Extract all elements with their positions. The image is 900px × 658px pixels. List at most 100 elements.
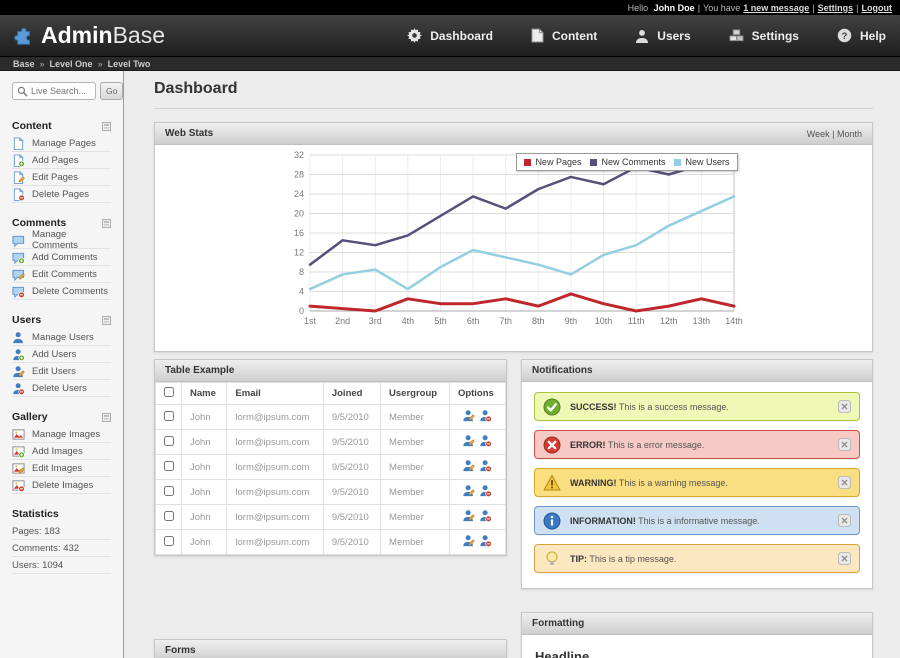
sidebar-item-manage-comments[interactable]: Manage Comments bbox=[12, 229, 111, 251]
week-link[interactable]: Week bbox=[806, 128, 830, 139]
breadcrumb-separator: » bbox=[97, 58, 103, 69]
topbar: Hello John Doe | You have 1 new message … bbox=[0, 0, 900, 15]
user-delete-icon[interactable] bbox=[479, 509, 493, 523]
row-checkbox[interactable] bbox=[163, 410, 174, 421]
you-have-text: You have bbox=[703, 2, 741, 13]
item-label: Add Comments bbox=[32, 251, 98, 263]
main-content: Dashboard Web Stats Week | Month 1st 2nd 3… bbox=[124, 71, 900, 658]
user-delete-icon[interactable] bbox=[479, 434, 493, 448]
sidebar-item-delete-users[interactable]: Delete Users bbox=[12, 380, 111, 397]
user-delete-icon[interactable] bbox=[479, 409, 493, 423]
user-delete-icon[interactable] bbox=[479, 534, 493, 548]
svg-text:12: 12 bbox=[293, 248, 303, 258]
sidebar-section-statistics: Statistics Pages: 183 Comments: 432 User… bbox=[0, 505, 123, 574]
nav-dashboard[interactable]: Dashboard bbox=[407, 28, 493, 43]
user-edit-icon[interactable] bbox=[462, 484, 476, 497]
sidebar-item-delete-images[interactable]: Delete Images bbox=[12, 477, 111, 494]
section-title: Gallery bbox=[12, 411, 48, 423]
logo-text-bold: Admin bbox=[41, 22, 113, 48]
nav-settings[interactable]: Settings bbox=[729, 29, 799, 43]
item-label: Add Users bbox=[32, 348, 77, 360]
svg-text:32: 32 bbox=[293, 150, 303, 160]
select-all-checkbox[interactable] bbox=[163, 387, 174, 397]
close-icon[interactable] bbox=[838, 400, 851, 413]
row-checkbox[interactable] bbox=[163, 535, 174, 546]
svg-text:3rd: 3rd bbox=[368, 316, 381, 326]
sidebar-item-add-images[interactable]: Add Images bbox=[12, 443, 111, 460]
month-link[interactable]: Month bbox=[836, 128, 862, 139]
close-icon[interactable] bbox=[838, 514, 851, 527]
user-delete-icon[interactable] bbox=[479, 484, 493, 498]
search-input[interactable] bbox=[31, 86, 91, 96]
row-checkbox[interactable] bbox=[163, 485, 174, 496]
cell-name: John bbox=[180, 479, 228, 505]
notifications-title: Notifications bbox=[532, 365, 593, 376]
col-email: Email bbox=[226, 382, 324, 405]
user-edit-icon[interactable] bbox=[462, 434, 476, 447]
sidebar-item-delete-comments[interactable]: Delete Comments bbox=[12, 283, 111, 300]
user-edit-icon[interactable] bbox=[462, 509, 476, 522]
widget-icon[interactable] bbox=[102, 121, 111, 131]
cell-name: John bbox=[180, 404, 228, 430]
sidebar-item-edit-images[interactable]: Edit Images bbox=[12, 460, 111, 477]
cell-email: lorm@ipsum.com bbox=[226, 404, 324, 430]
close-icon[interactable] bbox=[838, 476, 851, 489]
row-checkbox[interactable] bbox=[163, 435, 174, 446]
row-checkbox[interactable] bbox=[163, 460, 174, 471]
svg-text:14th: 14th bbox=[725, 316, 743, 326]
sidebar-item-edit-users[interactable]: Edit Users bbox=[12, 363, 111, 380]
sidebar-item-edit-pages[interactable]: Edit Pages bbox=[12, 169, 111, 186]
link-separator: | bbox=[832, 128, 835, 139]
table-row: John lorm@ipsum.com 9/5/2010 Member bbox=[155, 429, 507, 455]
cell-usergroup: Member bbox=[380, 454, 450, 480]
search-go-button[interactable]: Go bbox=[100, 82, 124, 100]
nav-content[interactable]: Content bbox=[531, 28, 597, 43]
nav-help[interactable]: ? Help bbox=[837, 28, 886, 43]
page-title: Dashboard bbox=[154, 80, 873, 109]
logout-link[interactable]: Logout bbox=[861, 2, 893, 13]
lightbulb-icon bbox=[543, 550, 561, 568]
alert-text: This is a tip message. bbox=[589, 553, 677, 564]
cell-joined: 9/5/2010 bbox=[322, 479, 382, 505]
cell-email: lorm@ipsum.com bbox=[226, 429, 324, 455]
nav-users[interactable]: Users bbox=[635, 29, 691, 43]
chart-legend: New Pages New Comments New Users bbox=[516, 153, 738, 171]
breadcrumb-level-one[interactable]: Level One bbox=[49, 58, 93, 69]
widget-icon[interactable] bbox=[102, 412, 111, 422]
svg-text:1st: 1st bbox=[303, 316, 316, 326]
svg-text:7th: 7th bbox=[499, 316, 512, 326]
sidebar-item-add-pages[interactable]: Add Pages bbox=[12, 152, 111, 169]
widget-icon[interactable] bbox=[102, 315, 111, 325]
alert-label: SUCCESS! bbox=[570, 401, 617, 412]
user-delete-icon[interactable] bbox=[479, 459, 493, 473]
widget-icon[interactable] bbox=[102, 218, 111, 228]
main-nav: Dashboard Content Users Settings ? Help bbox=[369, 28, 886, 43]
sidebar-item-delete-pages[interactable]: Delete Pages bbox=[12, 186, 111, 203]
sidebar-item-manage-pages[interactable]: Manage Pages bbox=[12, 135, 111, 152]
alert-label: WARNING! bbox=[570, 477, 617, 488]
settings-link[interactable]: Settings bbox=[817, 2, 854, 13]
col-joined: Joined bbox=[322, 382, 382, 405]
example-table: Name Email Joined Usergroup Options John… bbox=[155, 382, 507, 555]
close-icon[interactable] bbox=[838, 552, 851, 565]
close-icon[interactable] bbox=[838, 438, 851, 451]
sidebar-item-manage-images[interactable]: Manage Images bbox=[12, 426, 111, 443]
alert-error: ERROR! This is a error message. bbox=[534, 430, 860, 459]
sidebar-item-add-comments[interactable]: Add Comments bbox=[12, 249, 111, 266]
user-edit-icon[interactable] bbox=[462, 409, 476, 422]
page-delete-icon bbox=[12, 187, 25, 201]
user-edit-icon[interactable] bbox=[462, 459, 476, 472]
sidebar-item-edit-comments[interactable]: Edit Comments bbox=[12, 266, 111, 283]
info-circle-icon bbox=[543, 512, 561, 530]
legend-new-users: New Users bbox=[674, 157, 730, 167]
user-edit-icon[interactable] bbox=[462, 534, 476, 547]
sidebar-item-add-users[interactable]: Add Users bbox=[12, 346, 111, 363]
item-label: Delete Pages bbox=[32, 188, 90, 200]
row-checkbox[interactable] bbox=[163, 510, 174, 521]
breadcrumb-base[interactable]: Base bbox=[13, 58, 35, 69]
alert-text: This is a success message. bbox=[618, 401, 729, 412]
pipe: | bbox=[856, 2, 859, 13]
sidebar-item-manage-users[interactable]: Manage Users bbox=[12, 329, 111, 346]
magnifier-icon bbox=[17, 86, 28, 97]
new-message-link[interactable]: 1 new message bbox=[743, 2, 810, 13]
